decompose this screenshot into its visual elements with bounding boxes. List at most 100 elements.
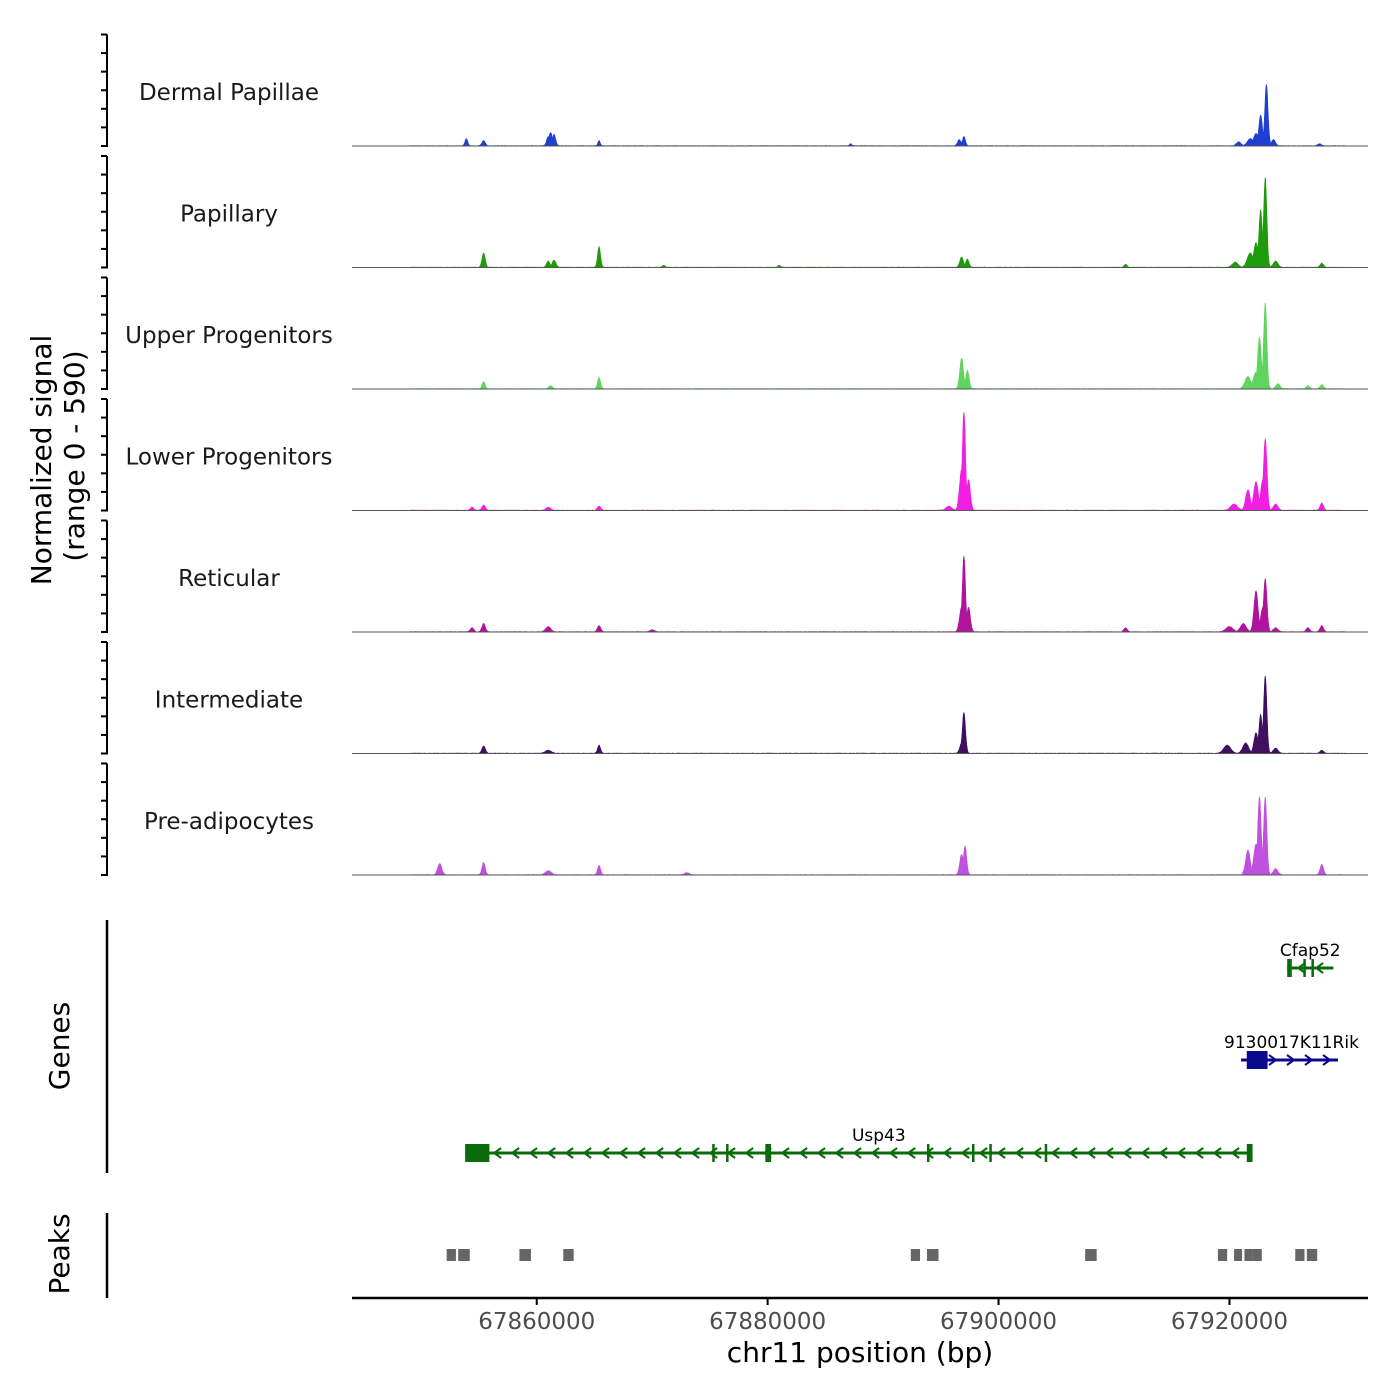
track-label: Papillary: [180, 202, 278, 228]
strand-arrow: [906, 1147, 916, 1159]
exon-block: [1044, 1144, 1048, 1162]
track-reticular: Reticular: [101, 519, 1368, 633]
strand-arrow: [888, 1147, 898, 1159]
peak-region: [458, 1249, 470, 1261]
track-pre-adipocytes: Pre-adipocytes: [101, 762, 1368, 876]
strand-arrow: [1322, 1054, 1332, 1066]
y-axis-range-label: (range 0 - 590): [58, 350, 91, 561]
track-dermal-papillae: Dermal Papillae: [101, 33, 1368, 147]
strand-arrow: [1286, 1054, 1296, 1066]
exon-block: [1246, 1051, 1268, 1069]
strand-arrow: [1296, 962, 1306, 974]
strand-arrow: [852, 1147, 862, 1159]
strand-arrow: [528, 1147, 538, 1159]
peak-region: [1252, 1249, 1262, 1261]
coverage-signal-area: [352, 84, 1368, 147]
y-axis-label: Normalized signal: [25, 335, 58, 586]
strand-arrow: [708, 1147, 718, 1159]
x-tick-label: 67900000: [940, 1309, 1057, 1335]
x-axis: 67860000 67880000 67900000 67920000: [352, 1296, 1368, 1335]
strand-arrow: [1268, 1054, 1278, 1066]
exon-block: [1311, 959, 1314, 977]
x-axis-title: chr11 position (bp): [727, 1336, 993, 1369]
strand-arrow: [1314, 962, 1324, 974]
strand-arrow: [1176, 1147, 1186, 1159]
strand-arrow: [1014, 1147, 1024, 1159]
track-label: Pre-adipocytes: [144, 809, 314, 835]
coverage-signal-area: [352, 556, 1368, 633]
exon-block: [765, 1144, 772, 1162]
track-label: Intermediate: [155, 688, 303, 714]
strand-arrow: [618, 1147, 628, 1159]
strand-arrow: [1104, 1147, 1114, 1159]
strand-arrow: [924, 1147, 934, 1159]
exon-block: [712, 1144, 715, 1162]
exon-block: [1287, 959, 1292, 977]
track-upper-progenitors: Upper Progenitors: [101, 276, 1368, 390]
strand-arrow: [564, 1147, 574, 1159]
x-tick-label: 67860000: [478, 1309, 595, 1335]
gene-name-label: Usp43: [852, 1126, 906, 1146]
gene-9130017k11rik: 9130017K11Rik: [1224, 1033, 1359, 1069]
strand-arrow: [690, 1147, 700, 1159]
coverage-signal-area: [352, 675, 1368, 755]
strand-arrow: [1158, 1147, 1168, 1159]
coverage-tracks: Dermal Papillae Papillary Upper Progenitor…: [101, 33, 1368, 876]
exon-block: [1246, 1144, 1253, 1162]
peaks-panel: [105, 1213, 1318, 1298]
peak-region: [910, 1249, 921, 1261]
exon-block: [726, 1144, 729, 1162]
strand-arrow: [1230, 1147, 1240, 1159]
strand-arrow: [1032, 1147, 1042, 1159]
strand-arrow: [1086, 1147, 1096, 1159]
strand-arrow: [996, 1147, 1006, 1159]
peak-region: [1244, 1249, 1253, 1261]
strand-arrow: [582, 1147, 592, 1159]
strand-arrow: [672, 1147, 682, 1159]
strand-arrow: [816, 1147, 826, 1159]
strand-arrow: [636, 1147, 646, 1159]
strand-arrow: [1068, 1147, 1078, 1159]
track-label: Upper Progenitors: [125, 323, 333, 349]
strand-arrow: [600, 1147, 610, 1159]
x-tick-label: 67920000: [1171, 1309, 1288, 1335]
gene-cfap52: Cfap52: [1280, 941, 1341, 977]
exon-block: [971, 1144, 975, 1162]
strand-arrow: [1140, 1147, 1150, 1159]
track-lower-progenitors: Lower Progenitors: [101, 398, 1368, 512]
coverage-signal-area: [352, 302, 1368, 390]
peak-region: [1306, 1249, 1318, 1261]
strand-arrow: [798, 1147, 808, 1159]
strand-arrow: [546, 1147, 556, 1159]
strand-arrow: [1122, 1147, 1132, 1159]
strand-arrow: [1194, 1147, 1204, 1159]
exon-block: [1303, 959, 1306, 977]
exon-block: [465, 1144, 490, 1162]
genes-panel-label: Genes: [43, 1002, 76, 1090]
gene-name-label: 9130017K11Rik: [1224, 1033, 1359, 1053]
gene-annotation-panel: Cfap52 9130017K11Rik Usp43: [105, 920, 1359, 1173]
strand-arrow: [492, 1147, 502, 1159]
strand-arrow: [1212, 1147, 1222, 1159]
peak-region: [446, 1249, 456, 1261]
track-label: Reticular: [178, 566, 280, 592]
coverage-signal-area: [352, 412, 1368, 512]
strand-arrow: [978, 1147, 988, 1159]
peak-region: [1217, 1249, 1228, 1261]
strand-arrow: [744, 1147, 754, 1159]
strand-arrow: [1050, 1147, 1060, 1159]
strand-arrow: [942, 1147, 952, 1159]
peak-region: [563, 1249, 574, 1261]
peak-region: [1234, 1249, 1243, 1261]
track-label: Dermal Papillae: [139, 80, 319, 106]
peak-region: [1085, 1249, 1097, 1261]
exon-block: [989, 1144, 992, 1162]
coverage-signal-area: [352, 796, 1368, 876]
gene-name-label: Cfap52: [1280, 941, 1341, 961]
track-label: Lower Progenitors: [126, 445, 333, 471]
peaks-panel-label: Peaks: [43, 1213, 76, 1294]
peak-region: [519, 1249, 531, 1261]
strand-arrow: [834, 1147, 844, 1159]
peak-region: [1295, 1249, 1305, 1261]
